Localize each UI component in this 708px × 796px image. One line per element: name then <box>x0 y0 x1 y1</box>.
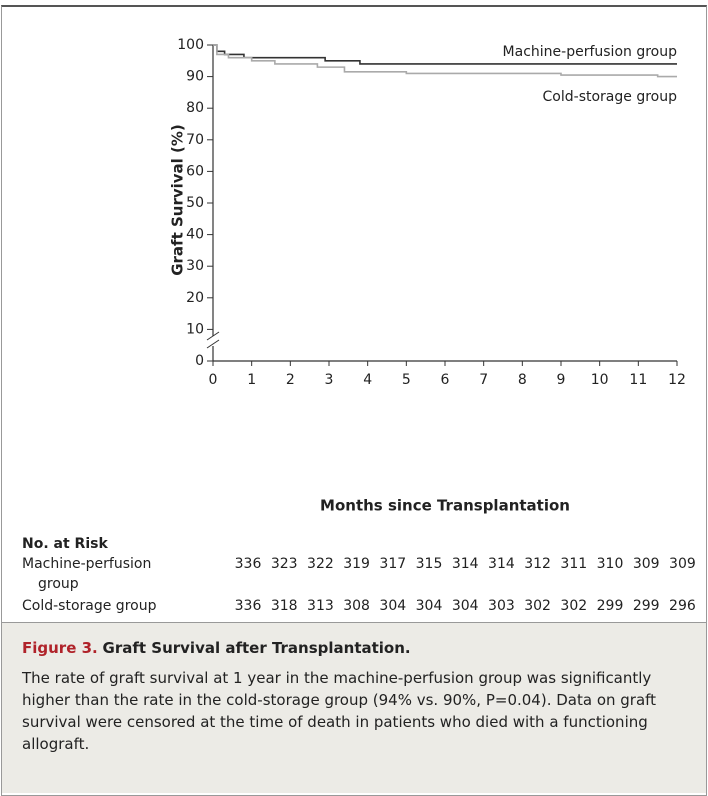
x-tick-label: 5 <box>402 372 411 388</box>
risk-row-label-wrap: group <box>38 576 79 592</box>
x-tick-label: 12 <box>668 372 686 388</box>
risk-row-label: Machine-perfusion group <box>22 556 151 592</box>
y-tick-label: 20 <box>186 290 204 306</box>
x-tick-label: 0 <box>209 372 218 388</box>
risk-value: 336 <box>235 556 262 572</box>
survival-curve <box>213 44 677 78</box>
risk-value: 322 <box>307 556 334 572</box>
risk-value: 313 <box>307 598 334 614</box>
axis-break <box>206 339 220 349</box>
risk-value: 302 <box>560 598 587 614</box>
x-tick-label: 7 <box>479 372 488 388</box>
figure-title: Graft Survival after Transplantation. <box>102 639 411 657</box>
y-tick-label: 70 <box>186 132 204 148</box>
risk-value: 304 <box>416 598 443 614</box>
risk-value: 296 <box>669 598 696 614</box>
y-tick-label: 0 <box>195 353 204 369</box>
risk-value: 311 <box>560 556 587 572</box>
risk-value: 309 <box>669 556 696 572</box>
caption-text: The rate of graft survival at 1 year in … <box>22 669 657 753</box>
x-tick-label: 2 <box>286 372 295 388</box>
series-label: Machine-perfusion group <box>503 44 678 60</box>
risk-value: 303 <box>488 598 515 614</box>
x-tick-label: 11 <box>629 372 647 388</box>
x-tick-label: 3 <box>325 372 334 388</box>
risk-value: 304 <box>452 598 479 614</box>
risk-value: 336 <box>235 598 262 614</box>
risk-value: 312 <box>524 556 551 572</box>
figure-label: Figure 3. <box>22 639 98 657</box>
x-tick-label: 8 <box>518 372 527 388</box>
y-tick-label: 100 <box>177 37 204 53</box>
risk-value: 323 <box>271 556 298 572</box>
risk-value: 309 <box>633 556 660 572</box>
x-tick-label: 4 <box>363 372 372 388</box>
x-tick-label: 1 <box>247 372 256 388</box>
y-tick-label: 50 <box>186 195 204 211</box>
risk-value: 314 <box>452 556 479 572</box>
risk-value: 314 <box>488 556 515 572</box>
y-tick-label: 30 <box>186 258 204 274</box>
risk-value: 319 <box>343 556 370 572</box>
risk-title: No. at Risk <box>22 536 108 552</box>
risk-value: 302 <box>524 598 551 614</box>
risk-value: 315 <box>416 556 443 572</box>
y-tick-label: 40 <box>186 227 204 243</box>
x-tick-label: 10 <box>591 372 609 388</box>
y-tick-label: 90 <box>186 69 204 85</box>
y-tick-label: 80 <box>186 100 204 116</box>
risk-row-label: Cold-storage group <box>22 598 157 614</box>
y-tick-label: 60 <box>186 163 204 179</box>
y-tick-label: 10 <box>186 321 204 337</box>
x-tick-label: 9 <box>557 372 566 388</box>
risk-value: 318 <box>271 598 298 614</box>
x-tick-label: 6 <box>441 372 450 388</box>
risk-value: 304 <box>379 598 406 614</box>
x-axis-label: Months since Transplantation <box>320 497 570 515</box>
axis-break <box>206 331 220 341</box>
chart: Graft Survival (%) Months since Transpla… <box>22 37 696 614</box>
y-axis-label: Graft Survival (%) <box>169 124 187 276</box>
risk-value: 317 <box>379 556 406 572</box>
caption: Figure 3. Graft Survival after Transplan… <box>2 622 706 793</box>
series-label: Cold-storage group <box>543 89 678 105</box>
risk-value: 299 <box>597 598 624 614</box>
risk-value: 310 <box>597 556 624 572</box>
risk-value: 308 <box>343 598 370 614</box>
risk-value: 299 <box>633 598 660 614</box>
